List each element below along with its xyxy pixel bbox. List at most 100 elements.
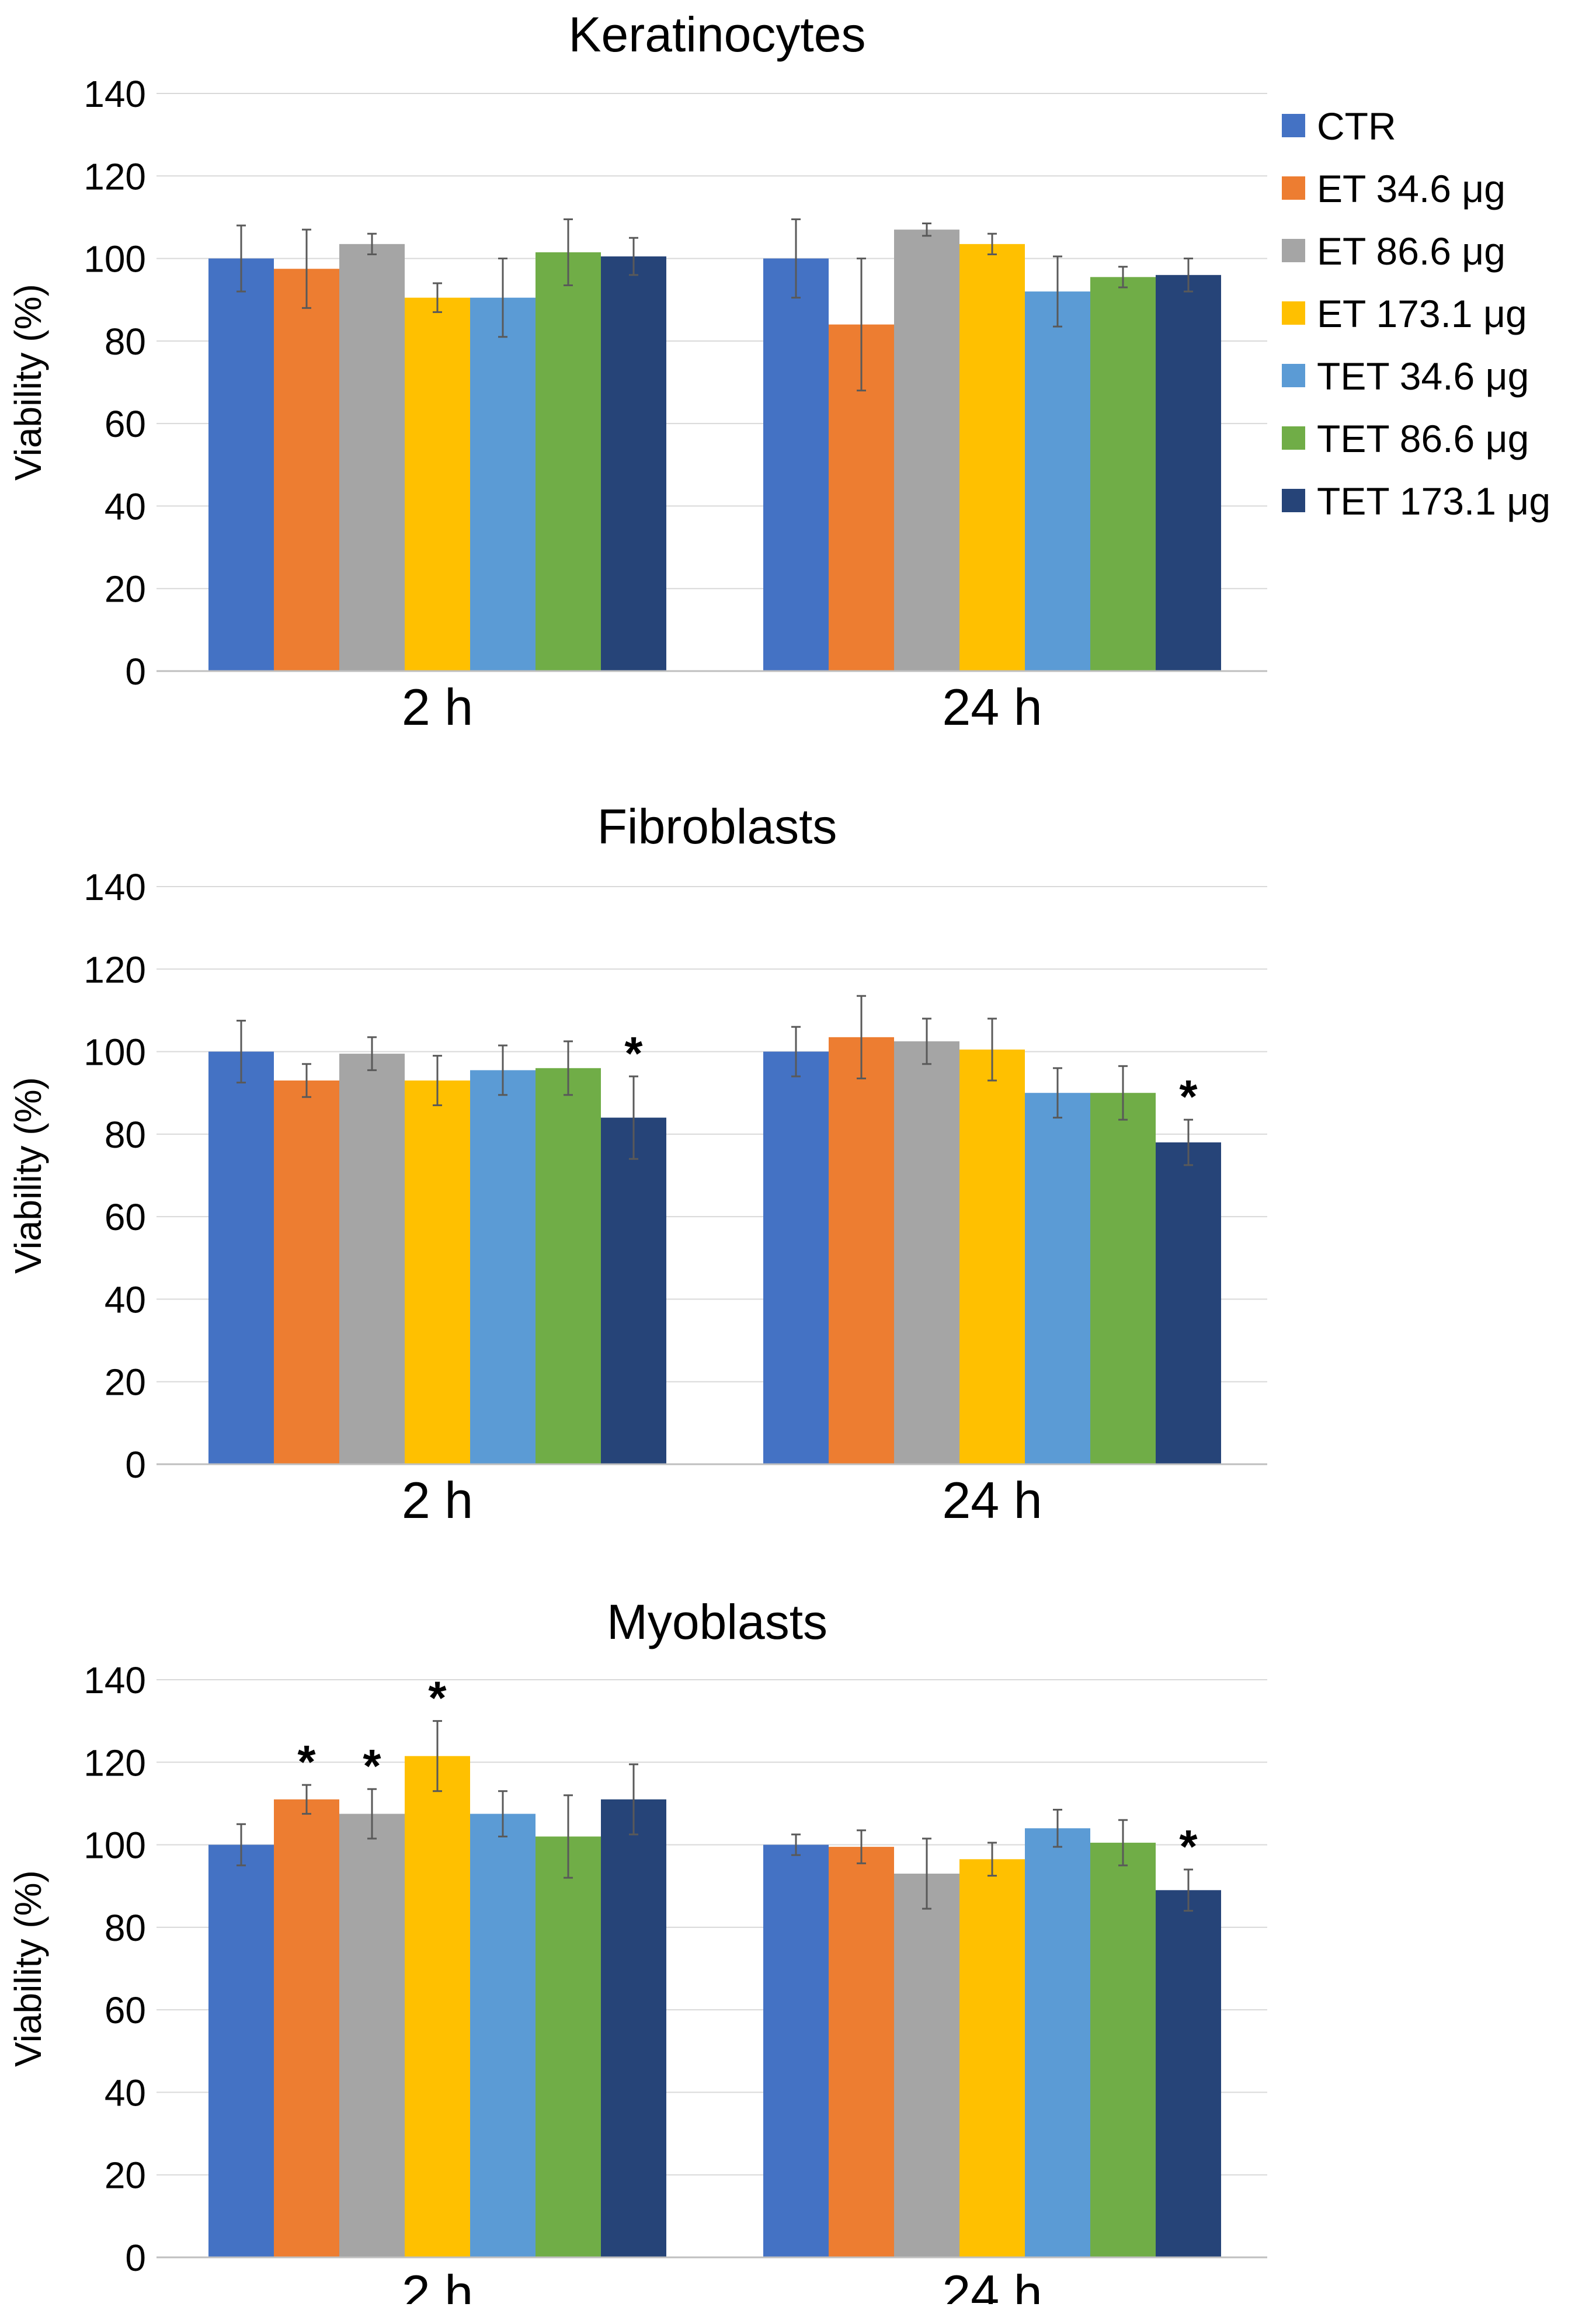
legend-item: ET 86.6 μg — [1282, 230, 1505, 273]
y-tick-label: 20 — [105, 2155, 146, 2197]
bar-tet-34-6-g-24h — [1025, 291, 1090, 672]
bar-et-173-1-g-24h — [959, 244, 1025, 671]
y-tick-label: 120 — [84, 1742, 146, 1784]
y-axis-label: Viability (%) — [7, 1077, 49, 1274]
bar-et-173-1-g-2h — [405, 1080, 470, 1464]
legend-item: TET 86.6 μg — [1282, 417, 1529, 460]
y-tick-label: 20 — [105, 1361, 146, 1403]
bar-tet-173-1-g-2h — [601, 1117, 666, 1464]
chart-title: Fibroblasts — [597, 799, 837, 854]
bar-et-173-1-g-24h — [959, 1050, 1025, 1464]
bar-ctr-24h — [763, 1844, 829, 2257]
bar-et-34-6-g-24h — [829, 1847, 894, 2257]
bar-et-34-6-g-2h — [274, 1799, 339, 2257]
legend: CTR ET 34.6 μg ET 86.6 μg ET 173.1 μg TET 34… — [1282, 105, 1550, 523]
bar-et-86-6-g-24h — [894, 1041, 959, 1464]
y-tick-label: 120 — [84, 948, 146, 991]
significance-marker: * — [1179, 1820, 1198, 1872]
bar-tet-86-6-g-2h — [536, 1836, 601, 2257]
x-tick-label: 2 h — [402, 678, 473, 736]
chart-panel-fibroblasts: Fibroblasts 0 20 40 60 80 100 120 140 Viability (… — [7, 799, 1267, 1529]
bar-et-86-6-g-2h — [339, 244, 405, 671]
legend-item: ET 173.1 μg — [1282, 292, 1527, 335]
y-tick-label: 140 — [84, 1659, 146, 1701]
y-tick-label: 40 — [105, 1278, 146, 1321]
bar-tet-173-1-g-24h — [1156, 1142, 1221, 1464]
x-tick-label: 24 h — [942, 1471, 1042, 1529]
y-tick-label: 100 — [84, 1031, 146, 1073]
bar-et-34-6-g-24h — [829, 1037, 894, 1464]
y-tick-label: 140 — [84, 866, 146, 908]
bar-tet-34-6-g-24h — [1025, 1093, 1090, 1464]
legend-swatch — [1282, 301, 1305, 325]
legend-swatch — [1282, 489, 1305, 512]
y-tick-label: 0 — [125, 1444, 146, 1486]
bar-ctr-2h — [208, 1844, 274, 2257]
legend-label: TET 86.6 μg — [1317, 417, 1529, 460]
legend-label: TET 173.1 μg — [1317, 480, 1550, 523]
bar-tet-34-6-g-2h — [470, 1813, 536, 2257]
legend-swatch — [1282, 426, 1305, 450]
bar-tet-173-1-g-2h — [601, 256, 666, 671]
bar-et-86-6-g-24h — [894, 230, 959, 671]
y-tick-label: 40 — [105, 2072, 146, 2114]
bar-tet-86-6-g-24h — [1090, 1843, 1156, 2257]
bar-tet-34-6-g-24h — [1025, 1828, 1090, 2257]
legend-swatch — [1282, 239, 1305, 262]
bar-tet-86-6-g-24h — [1090, 1093, 1156, 1464]
legend-swatch — [1282, 114, 1305, 137]
bar-tet-86-6-g-24h — [1090, 277, 1156, 671]
x-tick-label: 2 h — [402, 2264, 473, 2304]
legend-item: CTR — [1282, 105, 1396, 148]
legend-item: TET 34.6 μg — [1282, 355, 1529, 398]
bar-et-86-6-g-24h — [894, 1874, 959, 2257]
bar-et-173-1-g-24h — [959, 1859, 1025, 2257]
y-tick-label: 60 — [105, 403, 146, 445]
chart-panel-myoblasts: Myoblasts 0 20 40 60 80 100 120 140 Viability (%)… — [7, 1594, 1267, 2307]
chart-title: Keratinocytes — [569, 7, 866, 62]
x-tick-label: 24 h — [942, 678, 1042, 736]
y-tick-label: 40 — [105, 485, 146, 527]
bar-tet-86-6-g-2h — [536, 1068, 601, 1464]
y-tick-label: 100 — [84, 1825, 146, 1867]
chart-title: Myoblasts — [607, 1594, 827, 1649]
bar-et-86-6-g-2h — [339, 1054, 405, 1464]
y-tick-label: 80 — [105, 1907, 146, 1949]
bar-et-86-6-g-2h — [339, 1813, 405, 2257]
y-tick-label: 140 — [84, 73, 146, 115]
significance-marker: * — [1179, 1071, 1198, 1123]
legend-item: TET 173.1 μg — [1282, 480, 1550, 523]
y-tick-label: 80 — [105, 321, 146, 363]
legend-swatch — [1282, 364, 1305, 387]
y-tick-label: 60 — [105, 1989, 146, 2031]
bar-ctr-24h — [763, 258, 829, 672]
bar-et-173-1-g-2h — [405, 297, 470, 671]
significance-marker: * — [363, 1740, 381, 1792]
legend-label: ET 86.6 μg — [1317, 230, 1505, 273]
significance-marker: * — [428, 1672, 447, 1724]
bar-tet-173-1-g-2h — [601, 1799, 666, 2257]
bar-tet-173-1-g-24h — [1156, 1890, 1221, 2257]
legend-label: ET 34.6 μg — [1317, 167, 1505, 210]
legend-label: TET 34.6 μg — [1317, 355, 1529, 398]
y-tick-label: 0 — [125, 2237, 146, 2279]
bar-tet-34-6-g-2h — [470, 297, 536, 671]
y-tick-label: 60 — [105, 1196, 146, 1238]
x-tick-label: 2 h — [402, 1471, 473, 1529]
x-tick-label: 24 h — [942, 2264, 1042, 2304]
y-axis-label: Viability (%) — [7, 1870, 49, 2067]
legend-swatch — [1282, 176, 1305, 200]
y-tick-label: 100 — [84, 238, 146, 280]
bar-ctr-2h — [208, 1051, 274, 1464]
bar-tet-86-6-g-2h — [536, 252, 601, 672]
y-tick-label: 80 — [105, 1114, 146, 1156]
bar-ctr-2h — [208, 258, 274, 672]
y-tick-label: 0 — [125, 651, 146, 693]
chart-panel-keratinocytes: Keratinocytes 0 20 40 60 80 100 120 140 Viability… — [7, 7, 1267, 736]
significance-marker: * — [624, 1027, 643, 1079]
legend-label: ET 173.1 μg — [1317, 292, 1527, 335]
bar-ctr-24h — [763, 1051, 829, 1464]
legend-item: ET 34.6 μg — [1282, 167, 1505, 210]
legend-label: CTR — [1317, 105, 1396, 148]
